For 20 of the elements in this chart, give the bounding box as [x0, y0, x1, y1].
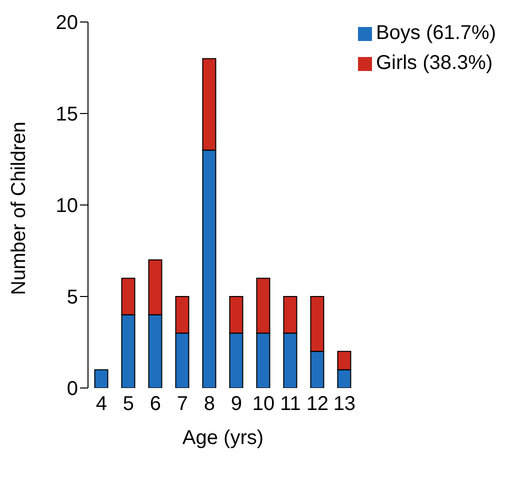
y-tick-label: 0	[66, 378, 78, 400]
bar	[94, 369, 108, 388]
y-axis-title: Number of Children	[8, 122, 30, 295]
legend-label: Girls (38.3%)	[376, 52, 493, 74]
x-tick-label: 6	[150, 393, 162, 416]
x-tick-label: 4	[96, 393, 108, 416]
x-tick-label: 13	[333, 393, 356, 416]
x-tick-label: 7	[176, 393, 188, 416]
x-tick-label: 9	[230, 393, 242, 416]
legend-label: Boys (61.7%)	[376, 22, 496, 44]
x-tick-label: 8	[204, 393, 216, 416]
y-tick-label: 10	[56, 195, 78, 218]
y-tick-label: 20	[56, 12, 78, 34]
y-tick-label: 15	[56, 104, 78, 126]
x-tick-label: 12	[306, 393, 329, 416]
x-tick-label: 11	[280, 393, 301, 416]
x-tick-label: 10	[252, 393, 275, 416]
y-tick-label: 5	[66, 286, 78, 309]
x-tick-label: 5	[122, 393, 134, 416]
x-axis-title: Age (yrs)	[182, 427, 264, 449]
